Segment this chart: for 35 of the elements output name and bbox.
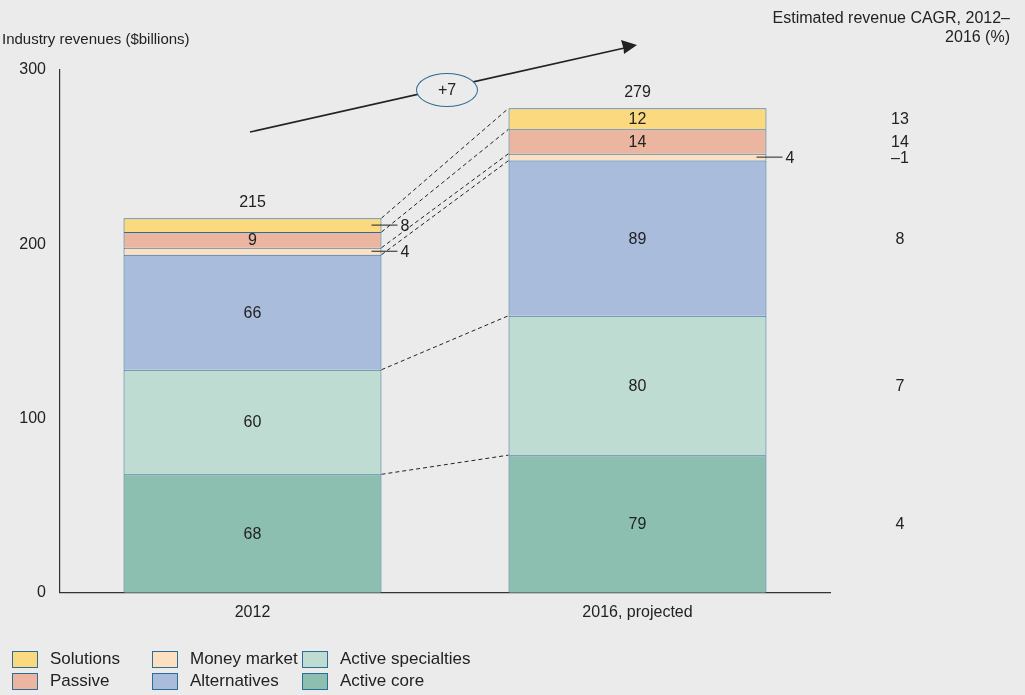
text: 4 <box>895 515 905 533</box>
legend-label: Active specialties <box>340 649 471 669</box>
data-label: 12 <box>628 110 647 128</box>
data-label: 89 <box>628 229 647 247</box>
x-tick-label: 2016, projected <box>582 602 693 620</box>
text: 7 <box>895 376 905 394</box>
data-label: 68 <box>243 524 262 542</box>
y-axis-title: Industry revenues ($billions) <box>2 30 190 48</box>
data-label: 4 <box>785 148 795 166</box>
data-label: 80 <box>628 376 647 394</box>
total-label: 279 <box>624 82 651 100</box>
legend-label: Passive <box>50 671 110 691</box>
data-label: 8 <box>400 216 410 234</box>
total-label: 215 <box>239 192 266 210</box>
text: 8 <box>895 229 905 247</box>
text: –1 <box>891 148 909 166</box>
annotation: +7 <box>416 73 478 107</box>
text: 13 <box>891 110 909 128</box>
y-tick-label: 0 <box>37 583 47 601</box>
text: 14 <box>891 132 909 150</box>
y-tick-label: 100 <box>19 408 47 426</box>
x-tick-label: 2012 <box>234 602 271 620</box>
legend-label: Active core <box>340 671 425 691</box>
legend-label: Alternatives <box>190 671 279 691</box>
text: Estimated revenue CAGR, 2012–2016 (%) <box>771 8 1010 46</box>
y-tick-label: 200 <box>19 234 47 252</box>
y-tick-label: 300 <box>19 60 47 78</box>
data-label: 60 <box>243 413 262 431</box>
data-label: 14 <box>628 132 647 150</box>
legend-label: Money market <box>190 649 298 669</box>
legend-label: Solutions <box>50 649 120 669</box>
data-label: 66 <box>243 303 262 321</box>
data-label: 4 <box>400 242 410 260</box>
data-label: 79 <box>628 515 647 533</box>
data-label: 9 <box>248 231 258 249</box>
